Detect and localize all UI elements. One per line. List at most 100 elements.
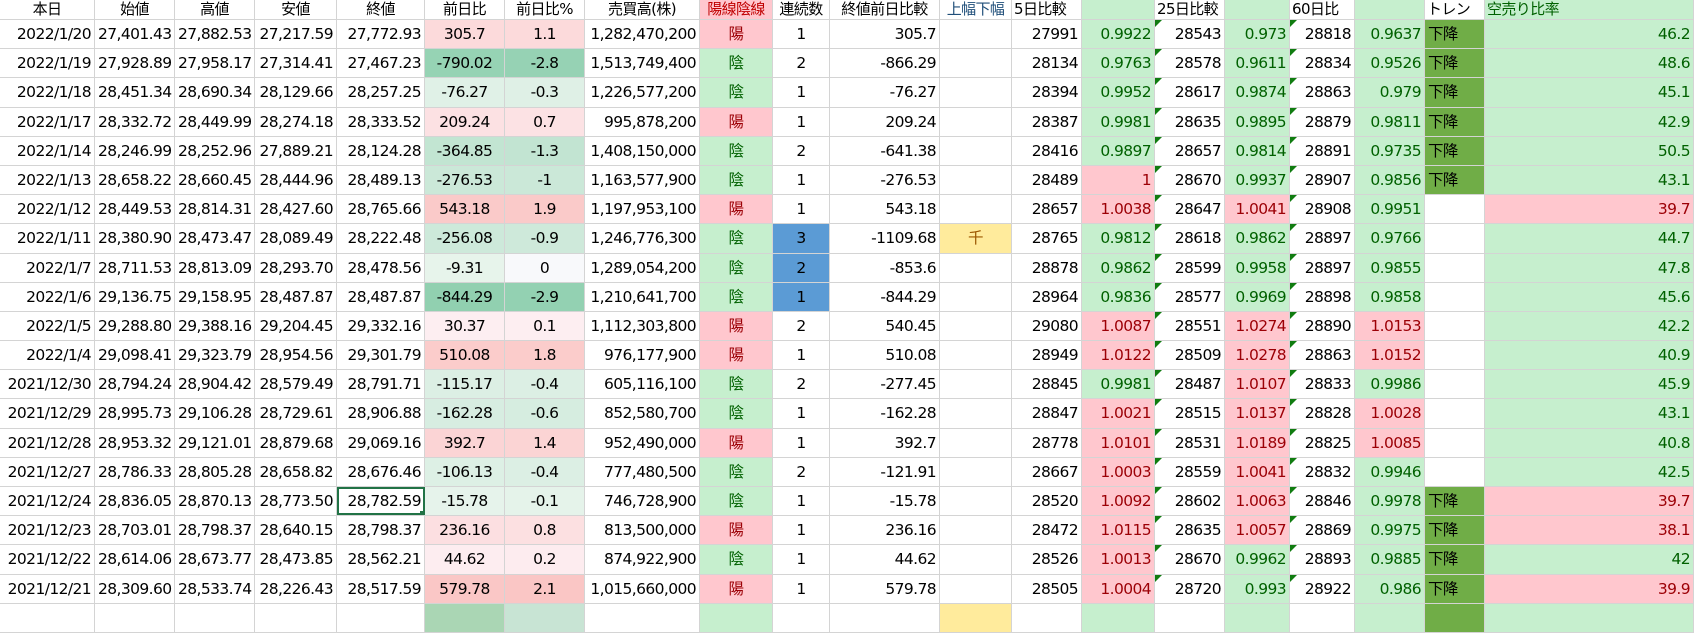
cell-low[interactable]: 28,954.56 <box>255 341 337 370</box>
cell-ma5-ratio[interactable]: 0.9981 <box>1082 370 1155 399</box>
cell-candle-type[interactable]: 陰 <box>700 487 773 516</box>
cell-open[interactable]: 28,309.60 <box>95 574 175 603</box>
cell-streak[interactable]: 1 <box>773 545 830 574</box>
cell-open[interactable]: 28,836.05 <box>95 487 175 516</box>
cell-change[interactable]: 30.37 <box>425 311 505 341</box>
cell-short-ratio[interactable]: 46.2 <box>1485 20 1694 49</box>
cell-ma60-ratio[interactable]: 0.9946 <box>1355 457 1425 486</box>
cell-high[interactable]: 27,958.17 <box>175 49 255 78</box>
cell-change[interactable]: -364.85 <box>425 136 505 165</box>
cell-candle-type[interactable]: 陰 <box>700 136 773 165</box>
cell-date[interactable]: 2022/1/6 <box>0 282 95 311</box>
cell-ma60[interactable]: 28832 <box>1290 457 1355 486</box>
cell-short-ratio[interactable]: 43.1 <box>1485 399 1694 428</box>
cell-change[interactable]: 305.7 <box>425 20 505 49</box>
cell-ma60-ratio[interactable]: 0.9885 <box>1355 545 1425 574</box>
cell-ma5[interactable]: 28505 <box>1012 574 1082 603</box>
cell-volume[interactable]: 1,289,054,200 <box>585 253 700 282</box>
cell-streak[interactable]: 1 <box>773 165 830 195</box>
cell-candle-type[interactable]: 陽 <box>700 107 773 136</box>
cell-change[interactable]: -162.28 <box>425 399 505 428</box>
cell-high[interactable]: 28,904.42 <box>175 370 255 399</box>
cell-high[interactable]: 28,805.28 <box>175 457 255 486</box>
cell-change-pct[interactable] <box>505 603 585 632</box>
cell-open[interactable]: 28,786.33 <box>95 457 175 486</box>
cell-volume[interactable]: 952,490,000 <box>585 428 700 457</box>
cell-volume[interactable]: 1,163,577,900 <box>585 165 700 195</box>
column-header-trend[interactable]: トレン <box>1425 0 1485 19</box>
cell-close[interactable]: 28,487.87 <box>337 282 425 311</box>
cell-ma60[interactable]: 28869 <box>1290 516 1355 545</box>
cell-close[interactable]: 28,562.21 <box>337 545 425 574</box>
column-header-ma60-ratio[interactable] <box>1355 0 1425 19</box>
cell-date[interactable]: 2022/1/11 <box>0 224 95 253</box>
cell-ma25-ratio[interactable]: 0.9962 <box>1225 545 1290 574</box>
cell-candle-type[interactable]: 陰 <box>700 370 773 399</box>
cell-close-change[interactable]: -844.29 <box>830 282 940 311</box>
cell-change[interactable]: 579.78 <box>425 574 505 603</box>
cell-high[interactable]: 28,252.96 <box>175 136 255 165</box>
cell-ma5-ratio[interactable]: 0.9897 <box>1082 136 1155 165</box>
cell-streak[interactable]: 1 <box>773 282 830 311</box>
cell-ma60-ratio[interactable]: 0.9811 <box>1355 107 1425 136</box>
cell-high[interactable] <box>175 603 255 632</box>
cell-ma60-ratio[interactable]: 0.9855 <box>1355 253 1425 282</box>
column-header-open[interactable]: 始値 <box>95 0 175 19</box>
cell-ma5-ratio[interactable]: 1 <box>1082 165 1155 195</box>
cell-close-change[interactable]: 305.7 <box>830 20 940 49</box>
cell-ma25[interactable]: 28578 <box>1155 49 1225 78</box>
cell-open[interactable]: 27,401.43 <box>95 20 175 49</box>
cell-close-change[interactable]: -76.27 <box>830 78 940 107</box>
cell-change[interactable]: -115.17 <box>425 370 505 399</box>
cell-trend[interactable]: 下降 <box>1425 20 1485 49</box>
cell-ma60[interactable]: 28818 <box>1290 20 1355 49</box>
cell-ma5[interactable]: 28134 <box>1012 49 1082 78</box>
cell-close[interactable]: 28,517.59 <box>337 574 425 603</box>
cell-ma25[interactable]: 28487 <box>1155 370 1225 399</box>
cell-date[interactable]: 2021/12/29 <box>0 399 95 428</box>
cell-change-pct[interactable]: -0.6 <box>505 399 585 428</box>
cell-ma5[interactable]: 29080 <box>1012 311 1082 341</box>
cell-change[interactable]: -9.31 <box>425 253 505 282</box>
cell-ma25-ratio[interactable]: 0.9969 <box>1225 282 1290 311</box>
cell-low[interactable]: 28,487.87 <box>255 282 337 311</box>
cell-short-ratio[interactable]: 47.8 <box>1485 253 1694 282</box>
cell-volume[interactable]: 1,513,749,400 <box>585 49 700 78</box>
cell-volume[interactable]: 976,177,900 <box>585 341 700 370</box>
cell-change-pct[interactable]: 0.8 <box>505 516 585 545</box>
cell-ma5-ratio[interactable]: 1.0038 <box>1082 195 1155 224</box>
cell-low[interactable]: 28,129.66 <box>255 78 337 107</box>
cell-range-flag[interactable] <box>940 428 1012 457</box>
cell-change[interactable]: -276.53 <box>425 165 505 195</box>
cell-low[interactable]: 28,293.70 <box>255 253 337 282</box>
cell-streak[interactable]: 1 <box>773 574 830 603</box>
cell-high[interactable]: 29,158.95 <box>175 282 255 311</box>
cell-range-flag[interactable] <box>940 195 1012 224</box>
cell-streak[interactable]: 1 <box>773 428 830 457</box>
cell-date[interactable]: 2021/12/30 <box>0 370 95 399</box>
cell-change-pct[interactable]: 0 <box>505 253 585 282</box>
cell-candle-type[interactable]: 陽 <box>700 341 773 370</box>
cell-ma25[interactable]: 28551 <box>1155 311 1225 341</box>
cell-close-change[interactable]: -853.6 <box>830 253 940 282</box>
column-header-ma5-ratio[interactable] <box>1082 0 1155 19</box>
cell-low[interactable]: 28,640.15 <box>255 516 337 545</box>
cell-streak[interactable]: 2 <box>773 457 830 486</box>
cell-ma60-ratio[interactable]: 0.986 <box>1355 574 1425 603</box>
cell-close-change[interactable]: -276.53 <box>830 165 940 195</box>
cell-close-change[interactable]: -15.78 <box>830 487 940 516</box>
cell-ma60-ratio[interactable]: 0.9978 <box>1355 487 1425 516</box>
cell-ma25-ratio[interactable]: 1.0137 <box>1225 399 1290 428</box>
cell-ma60[interactable] <box>1290 603 1355 632</box>
column-header-ma25[interactable]: 25日比較 <box>1155 0 1225 19</box>
cell-date[interactable]: 2021/12/28 <box>0 428 95 457</box>
cell-candle-type[interactable]: 陽 <box>700 311 773 341</box>
cell-streak[interactable]: 3 <box>773 224 830 253</box>
cell-change-pct[interactable]: -0.4 <box>505 370 585 399</box>
cell-change[interactable]: 209.24 <box>425 107 505 136</box>
cell-ma25[interactable]: 28670 <box>1155 545 1225 574</box>
cell-change-pct[interactable]: 1.9 <box>505 195 585 224</box>
cell-change-pct[interactable]: -0.1 <box>505 487 585 516</box>
cell-ma60-ratio[interactable]: 0.9637 <box>1355 20 1425 49</box>
cell-close-change[interactable]: -866.29 <box>830 49 940 78</box>
